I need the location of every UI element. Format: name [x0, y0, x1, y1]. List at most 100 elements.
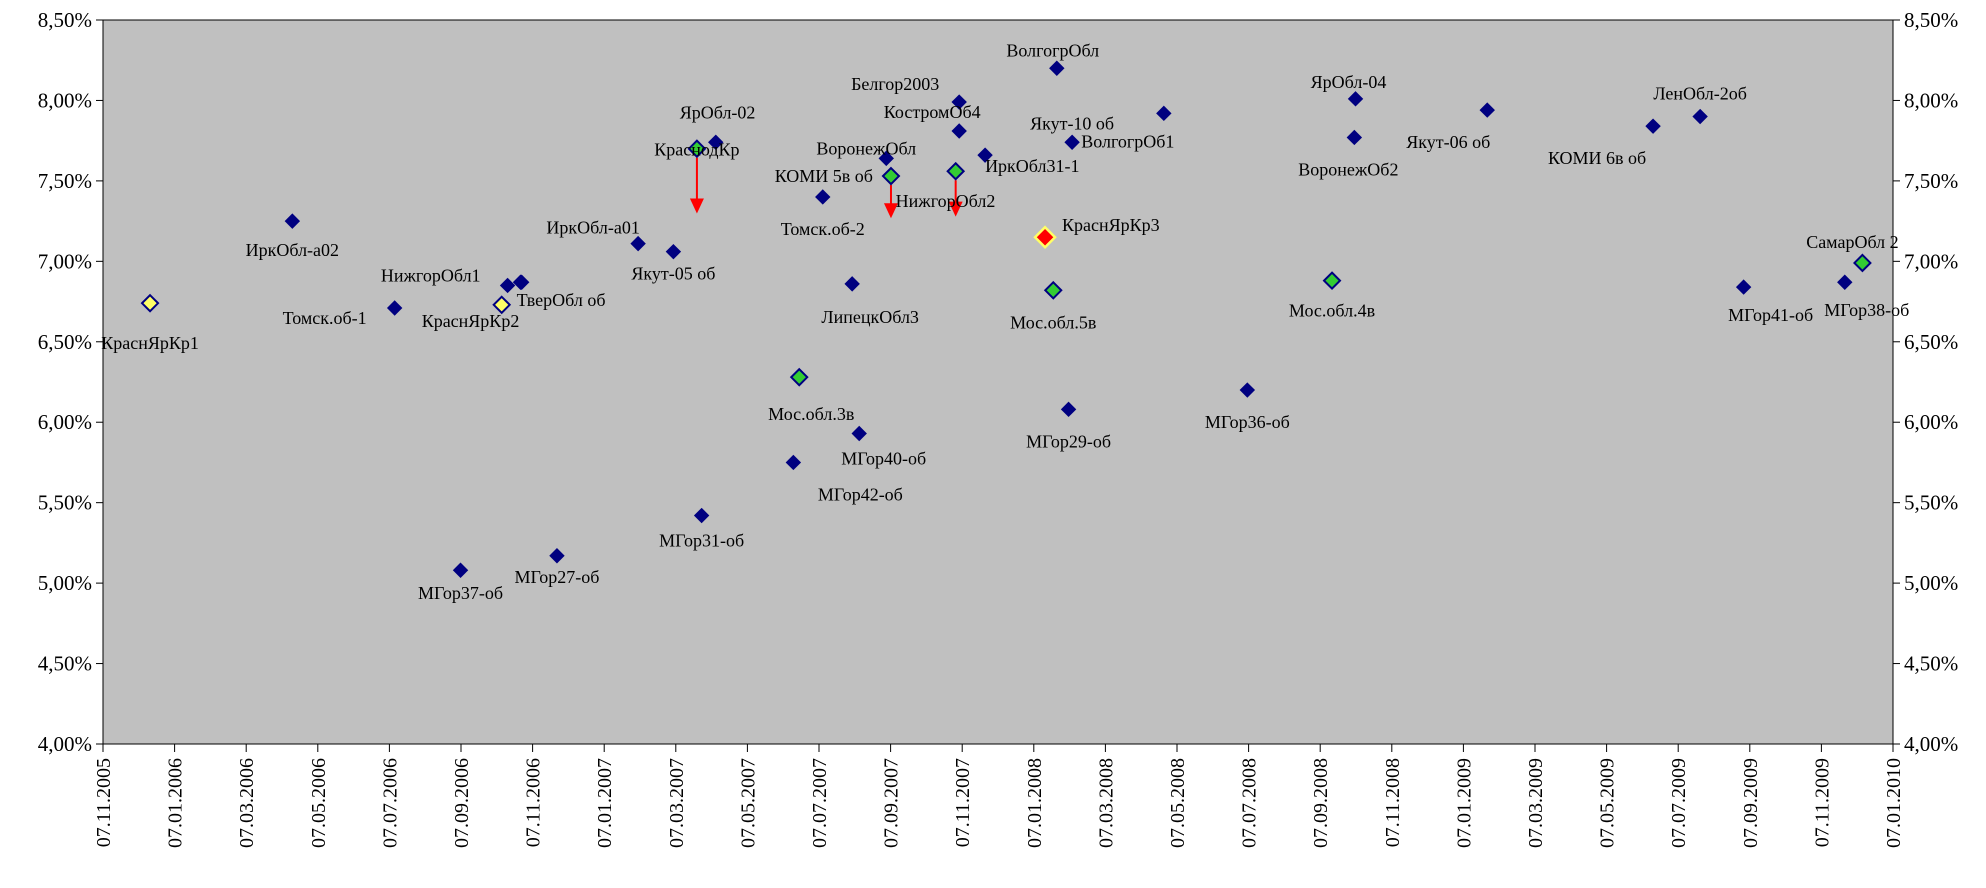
x-tick-label: 07.03.2009 [1525, 758, 1547, 848]
x-tick-label: 07.11.2008 [1382, 758, 1404, 847]
x-tick-label: 07.03.2007 [666, 758, 688, 848]
point-label: Томск.об-1 [283, 308, 367, 328]
data-point [1692, 108, 1708, 125]
y-axis-right: 4,00% 4,50% 5,00% 5,50% 6,00% 6,50% 7,00% 7,50%… [1893, 8, 1958, 756]
data-point [881, 166, 901, 186]
x-tick-label: 07.07.2009 [1668, 758, 1690, 848]
data-point [844, 276, 860, 292]
y-tick-label-left: 4,50% [38, 652, 92, 676]
data-point [693, 507, 710, 524]
point-label: ИркОбл-а02 [246, 240, 339, 260]
data-point [1064, 134, 1080, 150]
point-label: КОМИ 5в об [775, 166, 873, 186]
x-tick-label: 07.09.2008 [1310, 758, 1332, 848]
data-point [789, 367, 809, 387]
x-tick-label: 07.05.2006 [308, 758, 330, 848]
data-point [1156, 105, 1172, 122]
x-tick-label: 07.05.2007 [737, 758, 759, 848]
y-tick-label-right: 4,00% [1904, 732, 1958, 756]
x-tick-label: 07.03.2006 [236, 758, 258, 848]
point-label: Якут-06 об [1406, 132, 1490, 152]
x-axis: 07.11.2005 07.01.2006 07.03.2006 07.05.2006… [93, 744, 1905, 848]
point-label: МГор36-об [1205, 412, 1290, 432]
point-label: МГор29-об [1026, 431, 1111, 451]
point-label: МГор27-об [514, 567, 599, 587]
point-label: Якут-10 об [1030, 113, 1114, 133]
point-label: ВолгогрОбл [1006, 40, 1099, 60]
y-tick-label-left: 6,00% [38, 410, 92, 434]
y-tick-label-left: 5,00% [38, 571, 92, 595]
point-label: Томск.об-2 [781, 219, 865, 239]
point-label: МГор40-об [841, 448, 926, 468]
y-tick-label-right: 5,50% [1904, 491, 1958, 515]
data-point [687, 139, 707, 159]
x-tick-label: 07.09.2007 [881, 758, 903, 848]
point-label: НижгорОбл2 [896, 191, 996, 211]
arrow-head [948, 201, 963, 217]
x-tick-label: 07.11.2009 [1811, 758, 1833, 847]
data-point [386, 300, 403, 316]
data-point [452, 562, 469, 578]
point-label: КраснодКр [654, 140, 739, 160]
y-tick-label-left: 8,50% [38, 8, 92, 32]
data-point [815, 189, 831, 205]
data-point [1060, 401, 1077, 418]
y-axis-left: 4,00% 4,50% 5,00% 5,50% 6,00% 6,50% 7,00% 7,50%… [38, 8, 103, 756]
x-tick-label: 07.07.2008 [1239, 758, 1261, 848]
data-point [951, 123, 967, 139]
y-tick-label-left: 4,00% [38, 732, 92, 756]
x-tick-label: 07.11.2007 [952, 758, 974, 847]
x-tick-label: 07.07.2007 [809, 758, 831, 848]
x-tick-label: 07.05.2009 [1597, 758, 1619, 848]
data-point [1346, 129, 1363, 146]
point-label: КраснЯрКр2 [422, 311, 520, 331]
data-point [499, 277, 516, 294]
x-tick-label: 07.07.2006 [379, 758, 401, 848]
x-tick-label: 07.01.2010 [1883, 758, 1905, 848]
point-label: КраснЯрКр3 [1062, 215, 1160, 235]
x-tick-label: 07.05.2008 [1167, 758, 1189, 848]
point-label: СамарОбл 2 [1806, 232, 1898, 252]
point-label: МГор37-об [418, 583, 503, 603]
y-tick-label-left: 5,50% [38, 491, 92, 515]
x-tick-label: 07.01.2009 [1453, 758, 1475, 848]
point-label: Мос.обл.5в [1010, 312, 1096, 332]
point-label: Мос.обл.3в [768, 404, 854, 424]
point-label: Белгор2003 [851, 74, 939, 94]
point-label: КОМИ 6в об [1548, 148, 1646, 168]
point-label: ЯрОбл-02 [680, 102, 756, 122]
data-point [851, 425, 867, 442]
y-tick-label-left: 6,50% [38, 330, 92, 354]
y-tick-label-right: 8,50% [1904, 8, 1958, 32]
data-point [1479, 102, 1495, 118]
point-label: КраснЯрКр1 [101, 333, 199, 353]
arrow-head [689, 198, 704, 214]
data-point [284, 213, 301, 229]
data-point [549, 548, 565, 564]
data-point [513, 274, 530, 290]
data-point [665, 243, 682, 260]
x-tick-label: 07.09.2009 [1740, 758, 1762, 848]
point-label: Мос.обл.4в [1289, 301, 1375, 321]
point-label: МГор41-об [1728, 305, 1813, 325]
y-tick-label-left: 8,00% [38, 88, 92, 112]
y-tick-label-right: 6,00% [1904, 410, 1958, 434]
point-label: ЛипецкОбл3 [821, 307, 919, 327]
data-point [1645, 118, 1661, 134]
data-point [1239, 382, 1256, 398]
plot-area [102, 19, 1894, 745]
y-tick-label-right: 5,00% [1904, 571, 1958, 595]
data-point [1853, 253, 1872, 273]
data-point [708, 134, 724, 150]
data-point [951, 94, 967, 110]
x-tick-label: 07.11.2005 [93, 758, 115, 847]
data-point [140, 293, 160, 313]
arrow-head [883, 203, 898, 219]
x-tick-label: 07.01.2008 [1024, 758, 1046, 848]
data-points [140, 60, 1872, 578]
arrows [689, 157, 963, 219]
point-label: МГор42-об [818, 484, 903, 504]
point-label: Якут-05 об [631, 264, 715, 284]
y-tick-label-right: 7,00% [1904, 249, 1958, 273]
